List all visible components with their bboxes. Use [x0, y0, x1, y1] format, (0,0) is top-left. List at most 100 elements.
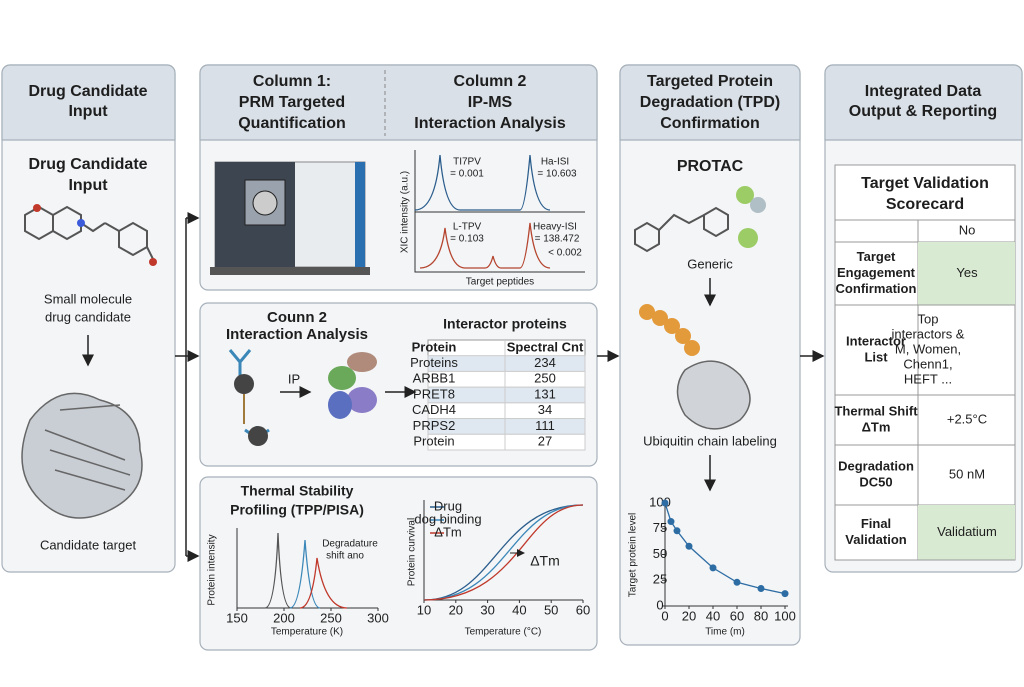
point — [709, 564, 717, 572]
x-tick-label: 20 — [682, 608, 696, 623]
input-panel: Drug Candidate Input Drug Candidate Inpu… — [1, 64, 176, 573]
x-label: Time (m) — [705, 627, 745, 638]
caption: Small molecule — [44, 291, 132, 306]
xic-chart: TI7PV = 0.001 Ha-ISI = 10.603 L-TPV = 0.… — [400, 150, 585, 288]
caption: Candidate target — [40, 537, 137, 552]
scorecard-title: Target Validation — [861, 175, 989, 192]
row-value: Chenn1, — [903, 356, 952, 371]
y-label: Protein intensity — [207, 534, 218, 605]
table-cell: 131 — [534, 386, 556, 401]
thermal-panel: Thermal Stability Profiling (TPP/PISA) D… — [199, 476, 598, 651]
header: Column 1: — [253, 73, 331, 90]
x-tick-label: 250 — [320, 610, 342, 625]
annotation: shift ano — [326, 551, 364, 562]
legend-label: dog binding — [414, 511, 481, 526]
point — [673, 527, 681, 535]
title: Input — [68, 177, 108, 194]
label: Ubiquitin chain labeling — [643, 433, 777, 448]
annotation: = 0.103 — [450, 234, 484, 245]
header: Targeted Protein — [647, 73, 773, 90]
header: IP-MS — [468, 94, 513, 111]
caption: drug candidate — [45, 309, 131, 324]
protac-molecule — [634, 186, 766, 253]
row-value: M, Women, — [895, 341, 961, 356]
point — [757, 584, 765, 592]
annotation: TI7PV — [453, 157, 481, 168]
annotation: < 0.002 — [548, 248, 582, 259]
table-header: Spectral Cnt — [507, 339, 584, 354]
y-label: XIC intensity (a.u.) — [400, 171, 411, 253]
point — [685, 542, 693, 550]
row-label: Confirmation — [836, 281, 917, 296]
legend-label: ΔTm — [434, 524, 461, 539]
annotation: Degradature — [322, 539, 378, 550]
row-label: ΔTm — [862, 419, 891, 434]
row-value: Yes — [956, 265, 978, 280]
table-cell: Protein — [413, 434, 454, 449]
row-label: Interactor — [846, 333, 906, 348]
title: Drug Candidate — [28, 156, 147, 173]
x-label: Temperature (°C) — [465, 627, 542, 638]
y-tick-label: 50 — [653, 546, 667, 561]
point — [781, 590, 789, 598]
label: Generic — [687, 256, 733, 271]
header: Confirmation — [660, 115, 760, 132]
y-tick-label: 0 — [656, 597, 663, 612]
row-value: Top — [918, 311, 939, 326]
row-label: List — [864, 349, 888, 364]
annotation: = 138.472 — [535, 234, 580, 245]
y-tick-label: 25 — [653, 572, 667, 587]
x-tick-label: 100 — [774, 608, 796, 623]
table-cell: Proteins — [410, 355, 458, 370]
cell-fill — [918, 242, 1015, 305]
point — [667, 518, 675, 526]
antibody — [228, 349, 270, 446]
row-value: HEFT ... — [904, 371, 952, 386]
scorecard: Target Validation Scorecard No TargetEng… — [834, 164, 1016, 561]
header: PRM Targeted — [239, 94, 345, 111]
table-cell: PRET8 — [413, 386, 455, 401]
header: Input — [68, 103, 108, 120]
table-cell: 250 — [534, 371, 556, 386]
table-title: Interactor proteins — [443, 316, 567, 332]
annotation: Heavy-ISI — [533, 222, 577, 233]
header: Drug Candidate — [28, 83, 147, 100]
molecule — [24, 204, 157, 266]
row-label: Degradation — [838, 458, 914, 473]
table-cell: PRPS2 — [413, 418, 456, 433]
x-tick-label: 30 — [480, 602, 494, 617]
row-label: Final — [861, 516, 891, 531]
table-cell: ARBB1 — [413, 371, 456, 386]
x-label: Target peptides — [466, 277, 534, 288]
interaction-panel: Counn 2 Interaction Analysis IP Interact… — [199, 302, 598, 467]
title: Counn 2 — [267, 309, 327, 326]
y-tick-label: 75 — [653, 520, 667, 535]
legend-label: Drug — [434, 498, 462, 513]
annotation: L-TPV — [453, 222, 482, 233]
table-row — [427, 433, 586, 451]
x-tick-label: 60 — [576, 602, 590, 617]
row-label: Thermal Shift — [834, 403, 918, 418]
x-tick-label: 60 — [730, 608, 744, 623]
ubiquitinated-protein — [639, 304, 751, 430]
arrows — [175, 212, 825, 562]
point — [733, 578, 741, 586]
table-cell: 234 — [534, 355, 556, 370]
header: Output & Reporting — [849, 103, 997, 120]
table-cell: CADH4 — [412, 402, 456, 417]
header: Integrated Data — [865, 83, 982, 100]
annotation: = 0.001 — [450, 169, 484, 180]
point — [661, 499, 669, 507]
x-tick-label: 200 — [273, 610, 295, 625]
tpd-panel: Targeted Protein Degradation (TPD) Confi… — [619, 64, 801, 646]
row-value: interactors & — [892, 326, 965, 341]
x-tick-label: 20 — [449, 602, 463, 617]
annotation: ΔTm — [530, 553, 560, 569]
row-value: Validatium — [937, 524, 997, 539]
cell: No — [959, 222, 976, 237]
x-tick-label: 40 — [706, 608, 720, 623]
x-tick-label: 300 — [367, 610, 389, 625]
x-tick-label: 10 — [417, 602, 431, 617]
